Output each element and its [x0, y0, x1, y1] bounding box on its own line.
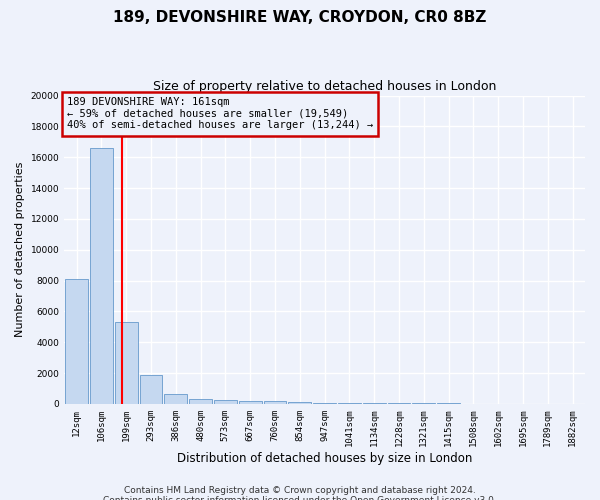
Bar [338, 403, 361, 404]
Bar [115, 322, 137, 404]
Text: 189, DEVONSHIRE WAY, CROYDON, CR0 8BZ: 189, DEVONSHIRE WAY, CROYDON, CR0 8BZ [113, 10, 487, 25]
Bar [65, 279, 88, 404]
Text: Contains public sector information licensed under the Open Government Licence v3: Contains public sector information licen… [103, 496, 497, 500]
Bar [189, 398, 212, 404]
Bar [363, 403, 386, 404]
Bar [164, 394, 187, 404]
Text: Contains HM Land Registry data © Crown copyright and database right 2024.: Contains HM Land Registry data © Crown c… [124, 486, 476, 495]
Bar [289, 402, 311, 404]
Bar [214, 400, 237, 404]
Y-axis label: Number of detached properties: Number of detached properties [15, 162, 25, 338]
Title: Size of property relative to detached houses in London: Size of property relative to detached ho… [153, 80, 496, 93]
Bar [239, 401, 262, 404]
Bar [263, 402, 286, 404]
Bar [313, 402, 336, 404]
Text: 189 DEVONSHIRE WAY: 161sqm
← 59% of detached houses are smaller (19,549)
40% of : 189 DEVONSHIRE WAY: 161sqm ← 59% of deta… [67, 97, 373, 130]
Bar [90, 148, 113, 404]
Bar [140, 376, 163, 404]
X-axis label: Distribution of detached houses by size in London: Distribution of detached houses by size … [177, 452, 472, 465]
